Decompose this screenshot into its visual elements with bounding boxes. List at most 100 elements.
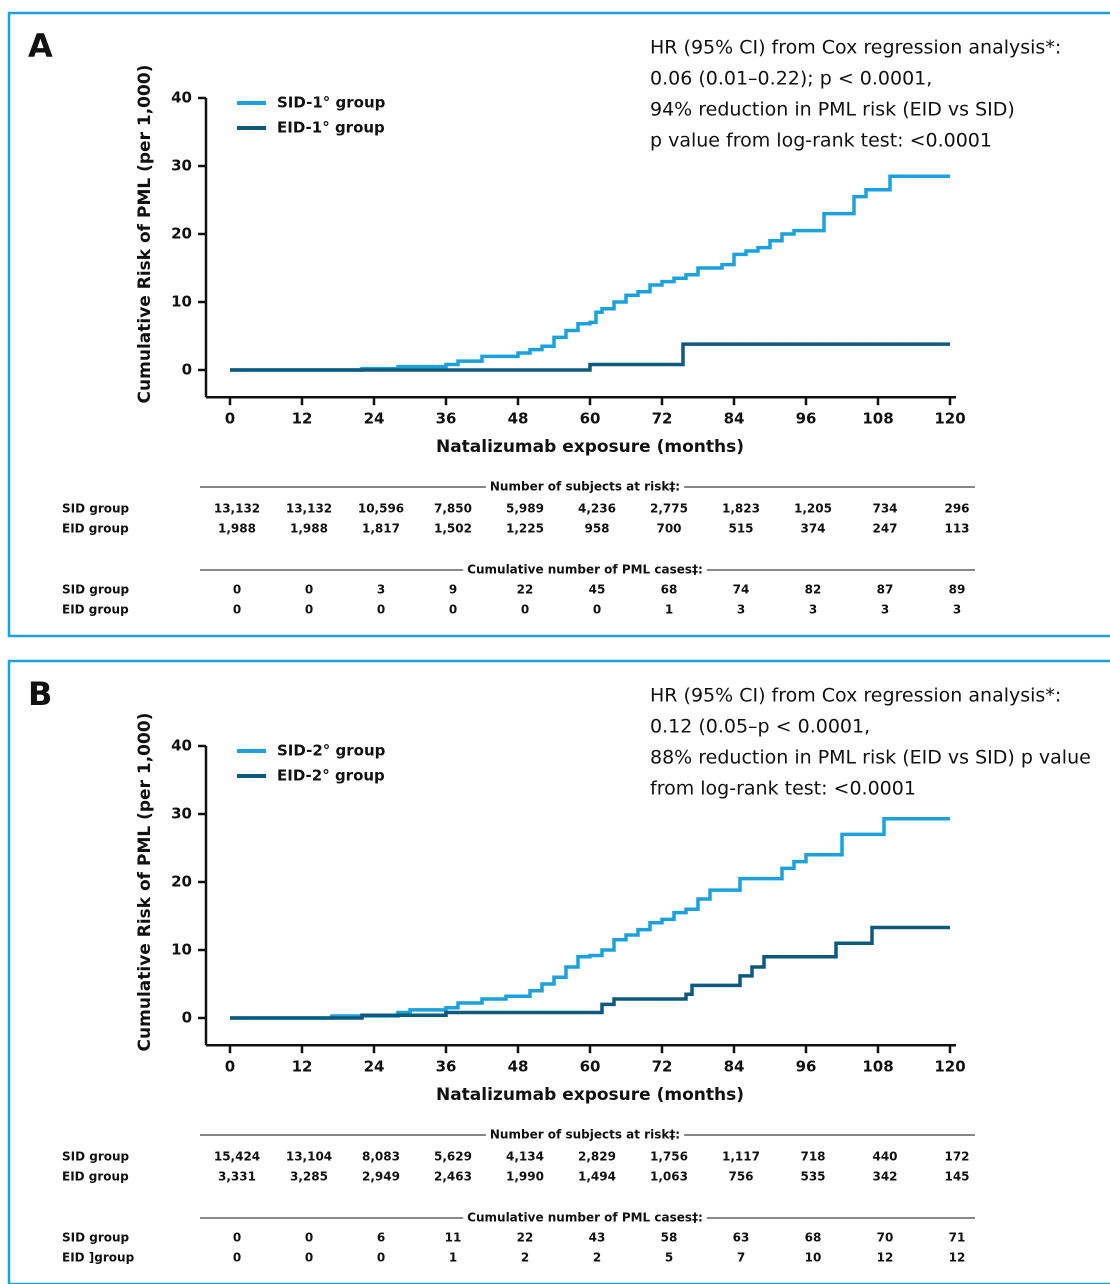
step-line	[230, 342, 950, 372]
step-line	[230, 925, 950, 1020]
y-tick-label: 40	[171, 737, 192, 755]
table-cell: 0	[233, 1231, 241, 1245]
x-tick-label: 60	[580, 410, 601, 428]
table-cell: 8,083	[362, 1150, 400, 1164]
row-label: EID group	[62, 522, 129, 536]
x-tick-label: 24	[364, 1058, 385, 1076]
table-cell: 374	[800, 522, 825, 536]
table-cell: 74	[733, 583, 750, 597]
x-tick-label: 48	[508, 1058, 529, 1076]
table-cell: 15,424	[214, 1150, 260, 1164]
legend-label: EID-1° group	[277, 119, 385, 137]
table-cell: 440	[872, 1150, 897, 1164]
x-tick-label: 108	[862, 1058, 893, 1076]
table-cell: 82	[805, 583, 822, 597]
x-tick-label: 84	[724, 1058, 745, 1076]
table-cell: 68	[661, 583, 678, 597]
table-cell: 10,596	[358, 502, 404, 516]
table-cell: 70	[877, 1231, 894, 1245]
table-cell: 4,134	[506, 1150, 544, 1164]
y-axis-title: Cumulative Risk of PML (per 1,000)	[135, 713, 155, 1052]
table-cell: 0	[449, 603, 457, 617]
table-cell: 1,063	[650, 1170, 688, 1184]
x-tick-label: 36	[436, 1058, 457, 1076]
table-cell: 0	[593, 603, 601, 617]
table-cell: 756	[728, 1170, 753, 1184]
step-line	[230, 817, 950, 1020]
x-tick-label: 36	[436, 410, 457, 428]
table-cell: 247	[872, 522, 897, 536]
panel-label: A	[28, 27, 53, 65]
x-tick-label: 120	[934, 410, 965, 428]
x-tick-label: 96	[796, 1058, 817, 1076]
y-tick-label: 10	[171, 941, 192, 959]
table-cell: 3	[737, 603, 745, 617]
table-cell: 45	[589, 583, 606, 597]
annotation: from log-rank test: <0.0001	[650, 778, 916, 800]
table-cell: 71	[949, 1231, 966, 1245]
table-cell: 68	[805, 1231, 822, 1245]
row-label: EID group	[62, 603, 129, 617]
table-cell: 1,117	[722, 1150, 760, 1164]
x-tick-label: 12	[292, 410, 313, 428]
table-cell: 13,104	[286, 1150, 332, 1164]
table-cell: 0	[377, 1251, 385, 1265]
row-label: EID group	[62, 1170, 129, 1184]
table-cell: 13,132	[286, 502, 332, 516]
y-tick-label: 10	[171, 293, 192, 311]
table-cell: 1,988	[218, 522, 256, 536]
table-cell: 0	[305, 603, 313, 617]
x-tick-label: 0	[225, 410, 235, 428]
table-cell: 3,331	[218, 1170, 256, 1184]
table-cell: 13,132	[214, 502, 260, 516]
table-cell: 2,949	[362, 1170, 400, 1184]
x-tick-label: 108	[862, 410, 893, 428]
table-cell: 12	[877, 1251, 894, 1265]
table-cell: 145	[944, 1170, 969, 1184]
table-cell: 1	[449, 1251, 457, 1265]
table-cell: 1,502	[434, 522, 472, 536]
y-tick-label: 40	[171, 89, 192, 107]
table-cell: 12	[949, 1251, 966, 1265]
table-cell: 0	[305, 1251, 313, 1265]
y-tick-label: 30	[171, 805, 192, 823]
table-cell: 5,989	[506, 502, 544, 516]
y-tick-label: 20	[171, 873, 192, 891]
table-cell: 0	[521, 603, 529, 617]
annotation: 88% reduction in PML risk (EID vs SID) p…	[650, 747, 1091, 769]
y-tick-label: 30	[171, 157, 192, 175]
table-cell: 342	[872, 1170, 897, 1184]
x-tick-label: 48	[508, 410, 529, 428]
table-cell: 11	[445, 1231, 462, 1245]
panel-frame	[7, 659, 1110, 1284]
y-tick-label: 0	[182, 361, 192, 379]
table-cell: 0	[233, 1251, 241, 1265]
y-tick-label: 0	[182, 1009, 192, 1027]
table-cell: 3,285	[290, 1170, 328, 1184]
step-line	[230, 174, 950, 372]
table-cell: 3	[377, 583, 385, 597]
table-cell: 87	[877, 583, 894, 597]
table-cell: 515	[728, 522, 753, 536]
table-cell: 9	[449, 583, 457, 597]
table-cell: 58	[661, 1231, 678, 1245]
table-title: Number of subjects at risk‡:	[490, 480, 680, 494]
table-title: Number of subjects at risk‡:	[490, 1128, 680, 1142]
annotation: 0.12 (0.05–p < 0.0001,	[650, 716, 870, 738]
table-cell: 1,225	[506, 522, 544, 536]
legend-label: SID-2° group	[277, 742, 386, 760]
table-cell: 0	[377, 603, 385, 617]
table-cell: 0	[233, 603, 241, 617]
table-cell: 0	[305, 583, 313, 597]
table-cell: 63	[733, 1231, 750, 1245]
table-cell: 7	[737, 1251, 745, 1265]
table-cell: 5	[665, 1251, 673, 1265]
table-cell: 700	[656, 522, 681, 536]
table-title: Cumulative number of PML cases‡:	[467, 1211, 703, 1225]
table-cell: 2	[521, 1251, 529, 1265]
panel-label: B	[28, 675, 52, 713]
table-cell: 3	[953, 603, 961, 617]
table-cell: 43	[589, 1231, 606, 1245]
